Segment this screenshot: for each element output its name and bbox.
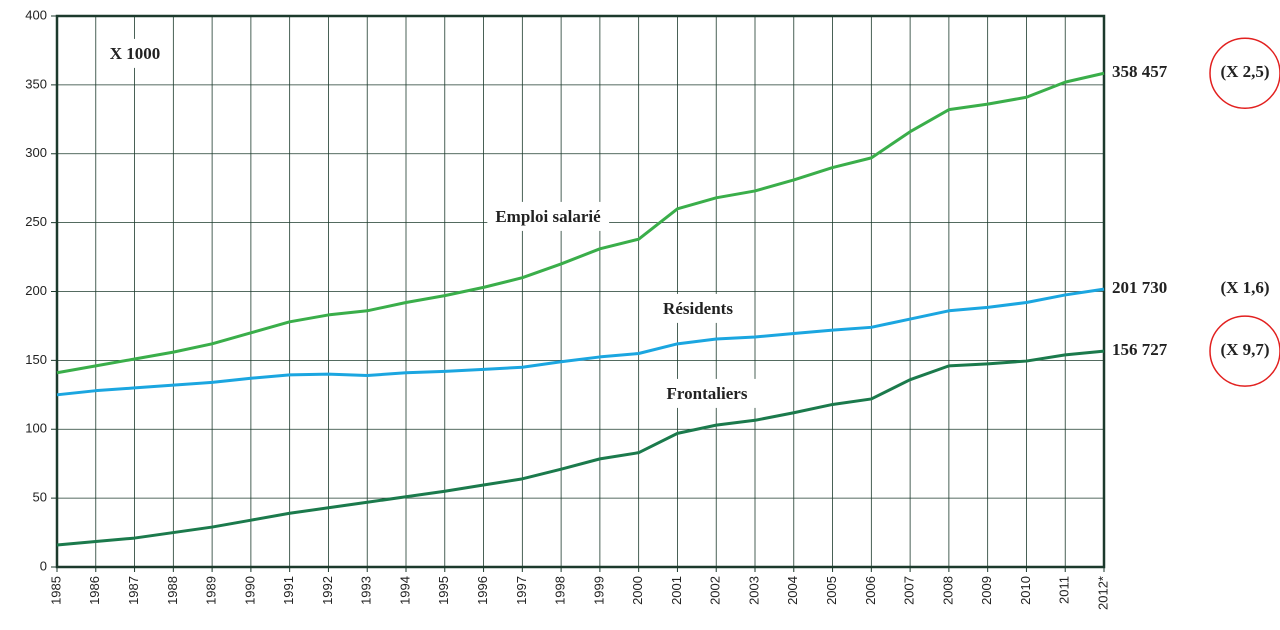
annotation: X 1000 bbox=[110, 44, 161, 63]
x-tick-label: 1990 bbox=[242, 576, 257, 605]
annotation-bg bbox=[101, 38, 169, 68]
x-tick-label: 2009 bbox=[979, 576, 994, 605]
y-tick-label: 200 bbox=[25, 283, 47, 298]
x-tick-label: 2010 bbox=[1018, 576, 1033, 605]
x-tick-label: 2008 bbox=[940, 576, 955, 605]
x-tick-label: 2005 bbox=[824, 576, 839, 605]
x-tick-label: 1996 bbox=[475, 576, 490, 605]
x-tick-label: 2004 bbox=[785, 576, 800, 605]
series-label-group: Frontaliers bbox=[658, 378, 756, 408]
multiplier: (X 9,7) bbox=[1220, 340, 1269, 359]
x-tick-label: 1991 bbox=[281, 576, 296, 605]
x-tick-label: 1985 bbox=[48, 576, 63, 605]
y-tick-label: 50 bbox=[33, 490, 47, 505]
x-tick-label: 1994 bbox=[397, 576, 412, 605]
x-tick-label: 1987 bbox=[126, 576, 141, 605]
series-label-bg bbox=[658, 378, 756, 408]
x-tick-label: 1986 bbox=[87, 576, 102, 605]
value-label: 156 727 bbox=[1112, 340, 1168, 359]
series-label-group: Résidents bbox=[655, 293, 742, 323]
multiplier: (X 2,5) bbox=[1220, 62, 1269, 81]
x-tick-label: 2007 bbox=[902, 576, 917, 605]
plot-frame bbox=[55, 14, 1106, 569]
series-label-group: Emploi salarié bbox=[487, 201, 610, 231]
x-tick-label: 2003 bbox=[746, 576, 761, 605]
x-tick-label: 1993 bbox=[359, 576, 374, 605]
x-tick-label: 1998 bbox=[553, 576, 568, 605]
x-tick-label: 2006 bbox=[863, 576, 878, 605]
x-tick-label: 1999 bbox=[591, 576, 606, 605]
x-tick-label: 1995 bbox=[436, 576, 451, 605]
multiplier-circle bbox=[1209, 37, 1280, 109]
y-tick-label: 0 bbox=[40, 558, 47, 573]
annotation-group: X 1000 bbox=[101, 38, 169, 68]
series-label: Résidents bbox=[663, 299, 733, 318]
series-line bbox=[56, 349, 1105, 547]
series-line bbox=[56, 287, 1105, 397]
x-tick-label: 2012* bbox=[1095, 576, 1110, 610]
y-tick-label: 100 bbox=[25, 421, 47, 436]
y-tick-label: 300 bbox=[25, 145, 47, 160]
x-tick-label: 2002 bbox=[708, 576, 723, 605]
y-tick-label: 150 bbox=[25, 352, 47, 367]
value-label: 358 457 bbox=[1112, 62, 1168, 81]
y-tick-label: 250 bbox=[25, 214, 47, 229]
x-tick-label: 2011 bbox=[1057, 576, 1072, 604]
series-label-bg bbox=[655, 293, 742, 323]
y-tick-label: 350 bbox=[25, 76, 47, 91]
x-tick-label: 1997 bbox=[514, 576, 529, 605]
x-tick-label: 1992 bbox=[320, 576, 335, 605]
multiplier-circle bbox=[1209, 315, 1280, 387]
series-label: Emploi salarié bbox=[495, 207, 601, 226]
y-tick-label: 400 bbox=[25, 7, 47, 22]
series-label: Frontaliers bbox=[667, 384, 748, 403]
value-label: 201 730 bbox=[1112, 278, 1167, 297]
series-line bbox=[56, 71, 1105, 375]
x-tick-label: 2000 bbox=[630, 576, 645, 605]
x-tick-label: 1989 bbox=[204, 576, 219, 605]
multiplier: (X 1,6) bbox=[1220, 278, 1269, 297]
x-tick-label: 1988 bbox=[165, 576, 180, 605]
x-tick-label: 2001 bbox=[669, 576, 684, 605]
series-label-bg bbox=[487, 201, 610, 231]
